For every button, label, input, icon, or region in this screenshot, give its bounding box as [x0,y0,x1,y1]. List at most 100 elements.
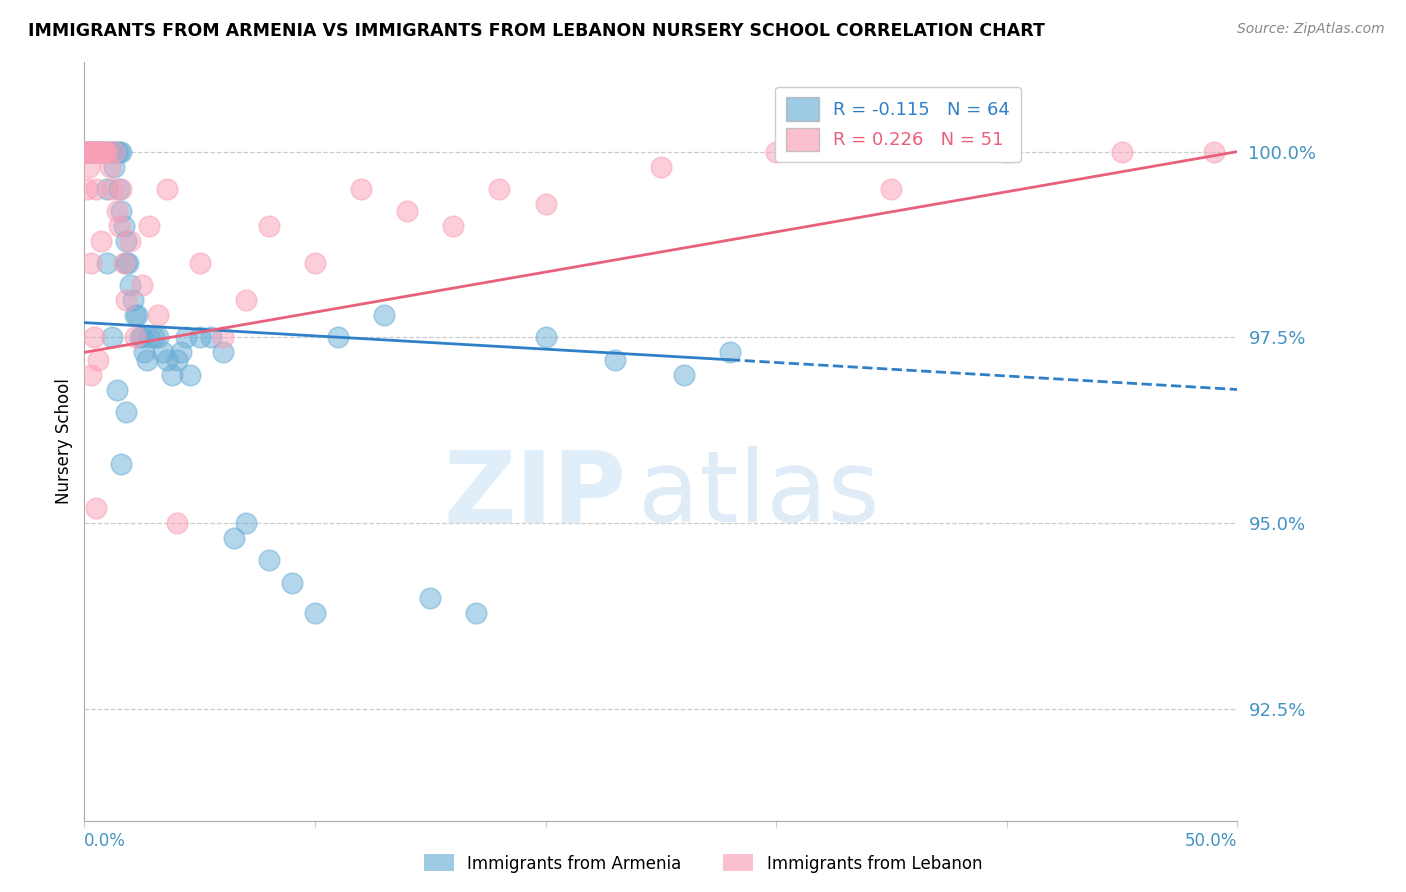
Point [77,145,100,159]
Point [76,182,98,196]
Point [84,182,107,196]
Point [188,330,211,344]
Point [98,160,121,174]
Point [76,145,98,159]
Point [112,219,135,233]
Point [89,145,111,159]
Text: 0.0%: 0.0% [84,831,127,850]
Point [1204,145,1226,159]
Point [101,145,124,159]
Point [179,368,201,382]
Point [115,293,138,308]
Point [134,345,156,359]
Text: 50.0%: 50.0% [1185,831,1237,850]
Point [77,145,100,159]
Point [84,145,107,159]
Point [138,219,160,233]
Point [96,182,118,196]
Point [80,145,103,159]
Point [603,352,626,367]
Point [83,145,105,159]
Point [160,368,183,382]
Point [257,553,280,567]
Point [120,278,142,293]
Point [121,293,143,308]
Point [488,182,510,196]
Legend: R = -0.115   N = 64, R = 0.226   N = 51: R = -0.115 N = 64, R = 0.226 N = 51 [775,87,1021,162]
Point [373,308,395,322]
Point [880,182,903,196]
Point [84,501,107,516]
Point [87,352,110,367]
Point [101,182,124,196]
Point [396,204,419,219]
Point [166,516,188,531]
Point [170,345,193,359]
Point [174,330,197,344]
Point [152,345,174,359]
Point [995,145,1018,159]
Point [142,330,165,344]
Text: Source: ZipAtlas.com: Source: ZipAtlas.com [1237,22,1385,37]
Point [115,234,138,248]
Point [326,330,349,344]
Point [131,278,153,293]
Point [211,345,233,359]
Point [80,145,103,159]
Point [110,145,132,159]
Point [304,606,326,620]
Point [166,352,188,367]
Point [304,256,326,270]
Point [117,256,139,270]
Point [96,145,118,159]
Point [105,383,128,397]
Point [131,330,153,344]
Point [84,145,107,159]
Point [108,182,131,196]
Point [105,204,128,219]
Point [1111,145,1133,159]
Point [91,145,114,159]
Point [200,330,222,344]
Point [281,575,304,590]
Legend: Immigrants from Armenia, Immigrants from Lebanon: Immigrants from Armenia, Immigrants from… [418,847,988,880]
Point [534,330,557,344]
Point [128,330,150,344]
Point [146,330,169,344]
Point [718,345,741,359]
Point [110,182,132,196]
Point [87,145,110,159]
Point [101,330,124,344]
Point [156,352,179,367]
Point [115,256,138,270]
Point [80,368,103,382]
Point [120,234,142,248]
Point [235,293,257,308]
Y-axis label: Nursery School: Nursery School [55,378,73,505]
Point [235,516,257,531]
Point [83,330,105,344]
Point [83,145,105,159]
Point [224,531,246,545]
Point [89,145,111,159]
Point [108,219,131,233]
Point [108,145,131,159]
Point [115,405,138,419]
Point [103,145,125,159]
Text: IMMIGRANTS FROM ARMENIA VS IMMIGRANTS FROM LEBANON NURSERY SCHOOL CORRELATION CH: IMMIGRANTS FROM ARMENIA VS IMMIGRANTS FR… [28,22,1045,40]
Point [76,145,98,159]
Point [124,308,146,322]
Point [80,256,103,270]
Point [257,219,280,233]
Point [96,145,118,159]
Point [350,182,373,196]
Point [76,145,98,159]
Point [127,308,149,322]
Point [124,330,146,344]
Point [94,145,117,159]
Point [110,457,132,471]
Point [534,196,557,211]
Text: ZIP: ZIP [443,446,626,543]
Point [103,160,125,174]
Point [138,330,160,344]
